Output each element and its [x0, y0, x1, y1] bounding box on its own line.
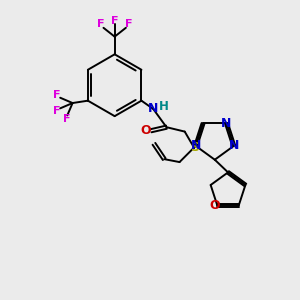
- Text: F: F: [53, 90, 60, 100]
- Text: H: H: [159, 100, 169, 113]
- Text: F: F: [97, 19, 104, 29]
- Text: N: N: [229, 140, 239, 152]
- Text: O: O: [210, 200, 220, 212]
- Text: N: N: [190, 140, 201, 152]
- Text: N: N: [221, 117, 232, 130]
- Text: F: F: [111, 16, 118, 26]
- Text: F: F: [63, 114, 70, 124]
- Text: N: N: [148, 102, 158, 116]
- Text: F: F: [53, 106, 60, 116]
- Text: F: F: [125, 19, 133, 29]
- Text: O: O: [140, 124, 151, 137]
- Text: S: S: [190, 141, 199, 154]
